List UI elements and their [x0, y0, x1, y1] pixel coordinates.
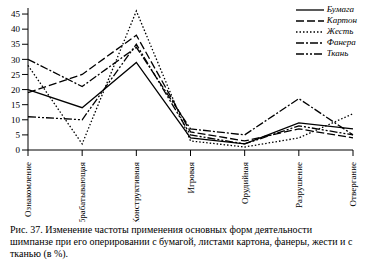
svg-text:25: 25 — [11, 70, 21, 80]
svg-text:Конструктивная: Конструктивная — [131, 162, 141, 222]
html-text:Картон: Картон — [326, 15, 357, 25]
svg-text:Ознакомление: Ознакомление — [23, 162, 33, 217]
svg-text:15: 15 — [11, 100, 21, 110]
svg-text:0: 0 — [16, 145, 21, 155]
svg-text:45: 45 — [11, 9, 21, 19]
svg-text:35: 35 — [11, 39, 21, 49]
html-text:Бумага: Бумага — [326, 4, 354, 14]
svg-text:40: 40 — [11, 24, 21, 34]
svg-text:Отвергание: Отвергание — [348, 162, 357, 206]
svg-text:Орудийная: Орудийная — [240, 162, 250, 204]
html-text:Фанера: Фанера — [326, 37, 356, 47]
svg-text:30: 30 — [11, 55, 21, 65]
svg-text:20: 20 — [11, 85, 21, 95]
svg-text:Игровая: Игровая — [186, 162, 196, 193]
html-text:Жесть: Жесть — [326, 26, 354, 36]
svg-text:Разрушение: Разрушение — [294, 162, 304, 208]
html-text:Ткань: Ткань — [326, 48, 349, 58]
svg-text:5: 5 — [16, 130, 21, 140]
svg-text:Обрабатывающая: Обрабатывающая — [77, 162, 87, 222]
svg-text:10: 10 — [11, 115, 21, 125]
html-text:Рис. 37. Изменение частоты при: Рис. 37. Изменение частоты применения ос… — [10, 224, 353, 259]
